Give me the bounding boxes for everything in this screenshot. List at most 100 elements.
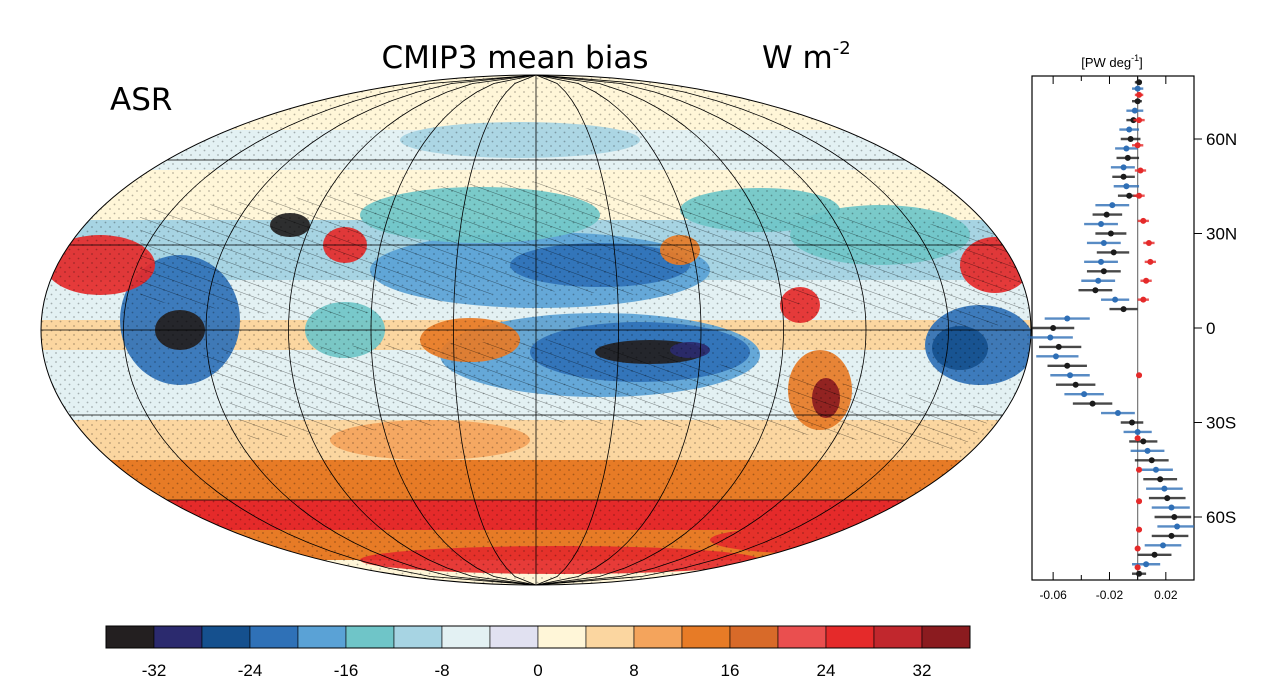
data-point	[1052, 353, 1059, 360]
colorbar-swatch	[777, 625, 827, 649]
longitude-line	[535, 75, 784, 585]
data-point	[1055, 343, 1062, 350]
panel-label: ASR	[110, 82, 172, 118]
y-tick-label: 30N	[1206, 225, 1237, 244]
colorbar-swatch	[681, 625, 731, 649]
longitude-line	[535, 75, 949, 585]
map-title: CMIP3 mean bias	[381, 40, 648, 76]
colorbar-swatch	[489, 625, 539, 649]
data-point	[1136, 192, 1143, 199]
colorbar-swatch	[249, 625, 299, 649]
data-point	[1081, 391, 1088, 398]
bias-map	[41, 75, 1031, 585]
colorbar-tick-label: 24	[817, 661, 836, 680]
data-point	[1126, 192, 1133, 199]
units-label: W m-2	[762, 38, 851, 76]
data-point	[1134, 98, 1141, 105]
longitude-line	[535, 75, 619, 585]
transport-panel: [PW deg-1] 60N 30N 0 30S 60S -0.06 -0.02 0.02	[1027, 53, 1237, 602]
panel-data	[1027, 79, 1194, 577]
data-point	[1136, 372, 1143, 379]
data-point	[1064, 362, 1071, 369]
longitude-line	[205, 75, 537, 585]
data-point	[1120, 173, 1127, 180]
colorbar-swatch	[297, 625, 347, 649]
colorbar-swatch	[873, 625, 923, 649]
data-point	[1161, 485, 1168, 492]
data-point	[1129, 419, 1136, 426]
data-point	[1136, 117, 1143, 124]
data-point	[1136, 570, 1143, 577]
colorbar-tick-label: 8	[629, 661, 638, 680]
colorbar-tick-label: 32	[913, 661, 932, 680]
data-point	[1134, 85, 1141, 92]
data-point	[1171, 514, 1178, 520]
data-point	[1151, 551, 1158, 558]
data-point	[1100, 239, 1107, 246]
x-label-close: ]	[1139, 55, 1143, 70]
data-point	[1072, 381, 1079, 388]
data-point	[1112, 296, 1119, 303]
data-point	[1100, 268, 1107, 275]
data-point	[1174, 523, 1181, 530]
data-point	[1120, 306, 1127, 313]
colorbar-swatch	[729, 625, 779, 649]
x-tick-label: -0.06	[1039, 588, 1067, 602]
colorbar-swatch	[153, 625, 203, 649]
colorbar-swatch	[345, 625, 395, 649]
colorbar-swatch	[537, 625, 587, 649]
colorbar-swatch	[201, 625, 251, 649]
longitude-line	[453, 75, 537, 585]
hatching	[140, 180, 1031, 450]
longitude-line	[535, 75, 702, 585]
data-point	[1143, 277, 1150, 284]
panel-ticks: 60N 30N 0 30S 60S -0.06 -0.02 0.02	[1039, 76, 1237, 602]
data-point	[1144, 447, 1151, 454]
longitude-line	[288, 75, 537, 585]
colorbar: -32 -24 -16 -8 0 8 16 24 32	[105, 625, 971, 680]
colorbar-swatch	[921, 625, 971, 649]
y-tick-label: 60N	[1206, 130, 1237, 149]
y-tick-label: 30S	[1206, 414, 1236, 433]
data-point	[1140, 438, 1147, 445]
data-point	[1109, 202, 1116, 209]
data-point	[1047, 334, 1054, 341]
colorbar-tick-label: 16	[721, 661, 740, 680]
data-point	[1110, 249, 1117, 256]
data-point	[1140, 217, 1147, 224]
units-exponent: -2	[833, 38, 851, 59]
data-point	[1098, 258, 1105, 265]
data-point	[1123, 145, 1130, 152]
data-point	[1120, 164, 1127, 171]
colorbar-tick-label: -16	[334, 661, 359, 680]
colorbar-swatch	[393, 625, 443, 649]
colorbar-frame	[105, 625, 971, 649]
data-point	[1092, 287, 1099, 294]
data-point	[1123, 183, 1130, 190]
data-point	[1168, 504, 1175, 511]
data-point	[1134, 435, 1141, 442]
data-point	[1140, 296, 1147, 303]
data-point	[1143, 561, 1150, 568]
longitude-line	[535, 75, 867, 585]
data-point	[1137, 167, 1144, 174]
data-point	[1126, 126, 1133, 133]
data-point	[1089, 400, 1096, 407]
colorbar-tick-label: -24	[238, 661, 263, 680]
y-tick-label: 60S	[1206, 508, 1236, 527]
colorbar-swatch	[105, 625, 155, 649]
panel-x-label: [PW deg-1]	[1081, 53, 1143, 70]
data-point	[1134, 428, 1141, 435]
data-point	[1114, 410, 1121, 417]
map-graticule	[41, 75, 1031, 585]
colorbar-swatch	[633, 625, 683, 649]
map-outline	[40, 74, 1032, 586]
data-point	[1134, 564, 1141, 571]
y-tick-label: 0	[1206, 319, 1215, 338]
data-point	[1152, 466, 1159, 473]
data-point	[1134, 142, 1141, 149]
data-point	[1136, 91, 1143, 98]
data-point	[1127, 136, 1134, 142]
data-point	[1107, 230, 1114, 237]
